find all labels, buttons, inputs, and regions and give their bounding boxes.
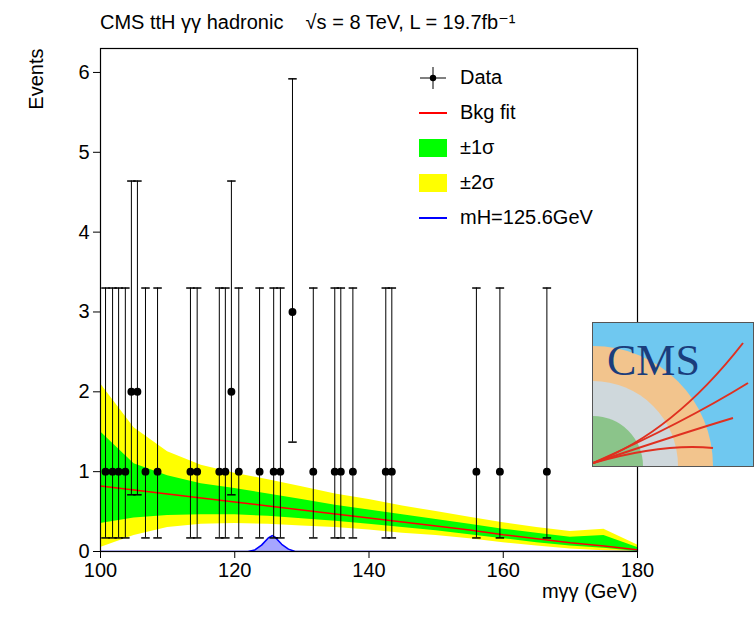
html-text:Data: Data [460, 66, 503, 88]
svg-text:3: 3 [78, 300, 89, 322]
svg-text:5: 5 [78, 141, 89, 163]
svg-text:160: 160 [487, 559, 520, 581]
svg-text:180: 180 [621, 559, 654, 581]
svg-text:4: 4 [78, 221, 89, 243]
svg-text:mγγ (GeV): mγγ (GeV) [542, 580, 638, 602]
svg-text:0: 0 [78, 540, 89, 562]
svg-text:2: 2 [78, 380, 89, 402]
svg-text:1: 1 [78, 460, 89, 482]
svg-text:6: 6 [78, 61, 89, 83]
html-text:Bkg fit: Bkg fit [460, 101, 516, 123]
html-text:±1σ: ±1σ [460, 136, 495, 158]
svg-text:Events: Events [25, 49, 47, 110]
html-text:CMS: CMS [607, 336, 700, 385]
svg-text:120: 120 [218, 559, 251, 581]
svg-text:140: 140 [352, 559, 385, 581]
html-text:mH=125.6GeV: mH=125.6GeV [460, 206, 593, 228]
html-text:±2σ: ±2σ [460, 171, 495, 193]
html-text:CMS ttH γγ hadronic √s = 8 TeV: CMS ttH γγ hadronic √s = 8 TeV, L = 19.7… [100, 11, 516, 33]
svg-text:100: 100 [84, 559, 117, 581]
